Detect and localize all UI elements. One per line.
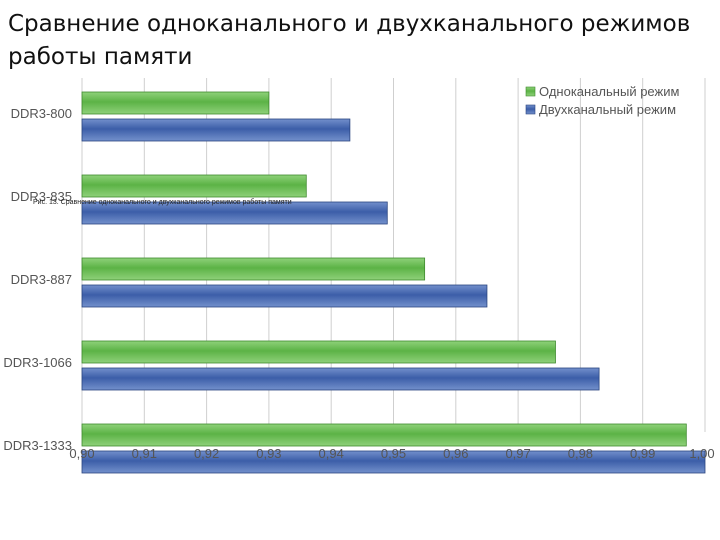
x-tick-label: 1,00: [689, 446, 714, 461]
category-label: DDR3-835: [11, 189, 72, 204]
bar-single-channel: [81, 91, 270, 115]
bar-dual-channel: [81, 367, 600, 391]
bar-dual-channel: [81, 450, 706, 474]
bar-dual-channel: [81, 118, 351, 142]
bar-single-channel: [81, 257, 426, 281]
bar-dual-channel: [81, 284, 488, 308]
x-tick-label: 0,93: [256, 446, 281, 461]
bar-single-channel: [81, 174, 307, 198]
x-axis-ticks: 0,90 0,91 0,92 0,93 0,94 0,95 0,96 0,97 0,98 0,99…: [69, 446, 714, 461]
bars: [81, 91, 706, 474]
x-tick-label: 0,90: [69, 446, 94, 461]
x-tick-label: 0,97: [505, 446, 530, 461]
legend-label: Одноканальный режим: [539, 84, 679, 99]
legend-swatch-dual: [525, 104, 536, 115]
x-tick-label: 0,92: [194, 446, 219, 461]
category-label: DDR3-887: [11, 272, 72, 287]
category-labels: DDR3-800 DDR3-835 DDR3-887 DDR3-1066 DDR3-13…: [3, 106, 72, 453]
x-tick-label: 0,99: [630, 446, 655, 461]
legend: Одноканальный режим Двухканальный режим: [525, 84, 679, 117]
bar-dual-channel: [81, 201, 388, 225]
x-tick-label: 0,96: [443, 446, 468, 461]
x-tick-label: 0,94: [319, 446, 344, 461]
legend-swatch-single: [525, 86, 536, 97]
bar-single-channel: [81, 340, 556, 364]
x-tick-label: 0,95: [381, 446, 406, 461]
category-label: DDR3-1066: [3, 355, 72, 370]
legend-label: Двухканальный режим: [539, 102, 676, 117]
figure-caption: Рис. 13. Сравнение одноканального и двух…: [33, 198, 292, 206]
bar-single-channel: [81, 423, 687, 447]
x-tick-label: 0,91: [132, 446, 157, 461]
slide-title: Сравнение одноканального и двухканальног…: [8, 11, 691, 70]
category-label: DDR3-1333: [3, 438, 72, 453]
category-label: DDR3-800: [11, 106, 72, 121]
x-tick-label: 0,98: [568, 446, 593, 461]
